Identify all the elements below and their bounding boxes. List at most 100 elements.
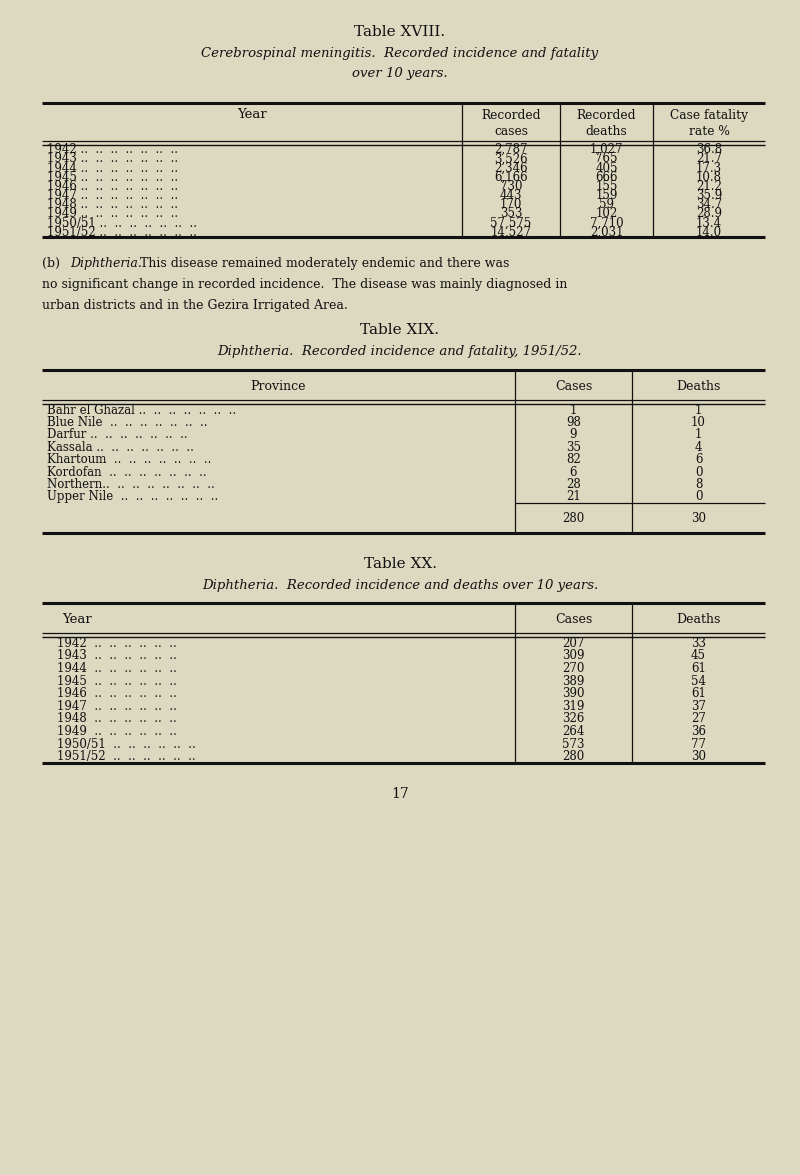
Text: 573: 573 xyxy=(562,738,585,751)
Text: 37: 37 xyxy=(691,700,706,713)
Text: 1947 ..  ..  ..  ..  ..  ..  ..: 1947 .. .. .. .. .. .. .. xyxy=(47,189,178,202)
Text: 405: 405 xyxy=(595,161,618,175)
Text: Bahr el Ghazal ..  ..  ..  ..  ..  ..  ..: Bahr el Ghazal .. .. .. .. .. .. .. xyxy=(47,404,236,417)
Text: 13.4: 13.4 xyxy=(696,216,722,229)
Text: 8: 8 xyxy=(695,478,702,491)
Text: Diphtheria.  Recorded incidence and deaths over 10 years.: Diphtheria. Recorded incidence and death… xyxy=(202,579,598,592)
Text: 0: 0 xyxy=(694,465,702,478)
Text: 82: 82 xyxy=(566,454,581,466)
Text: Northern..  ..  ..  ..  ..  ..  ..  ..: Northern.. .. .. .. .. .. .. .. xyxy=(47,478,214,491)
Text: urban districts and in the Gezira Irrigated Area.: urban districts and in the Gezira Irriga… xyxy=(42,298,348,313)
Text: 57,575: 57,575 xyxy=(490,216,532,229)
Text: 21.7: 21.7 xyxy=(696,153,722,166)
Text: 6: 6 xyxy=(570,465,578,478)
Text: 264: 264 xyxy=(562,725,585,738)
Text: 35.9: 35.9 xyxy=(696,189,722,202)
Text: Table XVIII.: Table XVIII. xyxy=(354,25,446,39)
Text: 28.9: 28.9 xyxy=(696,208,722,221)
Text: 30: 30 xyxy=(691,750,706,764)
Text: 1942 ..  ..  ..  ..  ..  ..  ..: 1942 .. .. .. .. .. .. .. xyxy=(47,143,178,156)
Text: 21.2: 21.2 xyxy=(696,180,722,193)
Text: Khartoum  ..  ..  ..  ..  ..  ..  ..: Khartoum .. .. .. .. .. .. .. xyxy=(47,454,211,466)
Text: over 10 years.: over 10 years. xyxy=(352,67,448,80)
Text: 21: 21 xyxy=(566,490,581,503)
Text: 1: 1 xyxy=(570,404,577,417)
Text: Cerebrospinal meningitis.  Recorded incidence and fatality: Cerebrospinal meningitis. Recorded incid… xyxy=(202,47,598,60)
Text: 1948  ..  ..  ..  ..  ..  ..: 1948 .. .. .. .. .. .. xyxy=(57,712,177,725)
Text: Table XIX.: Table XIX. xyxy=(361,323,439,337)
Text: 389: 389 xyxy=(562,674,585,687)
Text: Upper Nile  ..  ..  ..  ..  ..  ..  ..: Upper Nile .. .. .. .. .. .. .. xyxy=(47,490,218,503)
Text: Recorded: Recorded xyxy=(577,109,636,122)
Text: 1948 ..  ..  ..  ..  ..  ..  ..: 1948 .. .. .. .. .. .. .. xyxy=(47,199,178,212)
Text: Diphtheria.: Diphtheria. xyxy=(70,257,142,270)
Text: 1: 1 xyxy=(695,429,702,442)
Text: 1944 ..  ..  ..  ..  ..  ..  ..: 1944 .. .. .. .. .. .. .. xyxy=(47,161,178,175)
Text: 280: 280 xyxy=(562,511,585,524)
Text: 102: 102 xyxy=(595,208,618,221)
Text: 7,710: 7,710 xyxy=(590,216,623,229)
Text: 3,526: 3,526 xyxy=(494,153,528,166)
Text: 443: 443 xyxy=(500,189,522,202)
Text: Year: Year xyxy=(62,613,92,626)
Text: 36: 36 xyxy=(691,725,706,738)
Text: 45: 45 xyxy=(691,650,706,663)
Text: 730: 730 xyxy=(500,180,522,193)
Text: 36.8: 36.8 xyxy=(696,143,722,156)
Text: 155: 155 xyxy=(595,180,618,193)
Text: 1946  ..  ..  ..  ..  ..  ..: 1946 .. .. .. .. .. .. xyxy=(57,687,177,700)
Text: 27: 27 xyxy=(691,712,706,725)
Text: 765: 765 xyxy=(595,153,618,166)
Text: 170: 170 xyxy=(500,199,522,212)
Text: This disease remained moderately endemic and there was: This disease remained moderately endemic… xyxy=(132,257,510,270)
Text: Diphtheria.  Recorded incidence and fatality, 1951/52.: Diphtheria. Recorded incidence and fatal… xyxy=(218,345,582,358)
Text: Darfur ..  ..  ..  ..  ..  ..  ..: Darfur .. .. .. .. .. .. .. xyxy=(47,429,188,442)
Text: 14.0: 14.0 xyxy=(696,226,722,239)
Text: 17: 17 xyxy=(391,787,409,801)
Text: 61: 61 xyxy=(691,687,706,700)
Text: 6,166: 6,166 xyxy=(494,170,528,183)
Text: 2,787: 2,787 xyxy=(494,143,528,156)
Text: Blue Nile  ..  ..  ..  ..  ..  ..  ..: Blue Nile .. .. .. .. .. .. .. xyxy=(47,416,207,429)
Text: 1944  ..  ..  ..  ..  ..  ..: 1944 .. .. .. .. .. .. xyxy=(57,662,177,674)
Text: 6: 6 xyxy=(694,454,702,466)
Text: 666: 666 xyxy=(595,170,618,183)
Text: Kassala ..  ..  ..  ..  ..  ..  ..: Kassala .. .. .. .. .. .. .. xyxy=(47,441,194,454)
Text: 1945  ..  ..  ..  ..  ..  ..: 1945 .. .. .. .. .. .. xyxy=(57,674,177,687)
Text: 1951/52 ..  ..  ..  ..  ..  ..  ..: 1951/52 .. .. .. .. .. .. .. xyxy=(47,226,197,239)
Text: 1946 ..  ..  ..  ..  ..  ..  ..: 1946 .. .. .. .. .. .. .. xyxy=(47,180,178,193)
Text: Cases: Cases xyxy=(555,613,592,626)
Text: 10: 10 xyxy=(691,416,706,429)
Text: Cases: Cases xyxy=(555,380,592,392)
Text: 10.8: 10.8 xyxy=(696,170,722,183)
Text: Table XX.: Table XX. xyxy=(363,557,437,571)
Text: 1: 1 xyxy=(695,404,702,417)
Text: 353: 353 xyxy=(500,208,522,221)
Text: 61: 61 xyxy=(691,662,706,674)
Text: deaths: deaths xyxy=(586,125,627,137)
Text: 270: 270 xyxy=(562,662,585,674)
Text: Deaths: Deaths xyxy=(676,380,721,392)
Text: 1943  ..  ..  ..  ..  ..  ..: 1943 .. .. .. .. .. .. xyxy=(57,650,177,663)
Text: Deaths: Deaths xyxy=(676,613,721,626)
Text: 98: 98 xyxy=(566,416,581,429)
Text: Year: Year xyxy=(237,108,267,121)
Text: 59: 59 xyxy=(599,199,614,212)
Text: Kordofan  ..  ..  ..  ..  ..  ..  ..: Kordofan .. .. .. .. .. .. .. xyxy=(47,465,206,478)
Text: 1949 ..  ..  ..  ..  ..  ..  ..: 1949 .. .. .. .. .. .. .. xyxy=(47,208,178,221)
Text: 1945 ..  ..  ..  ..  ..  ..  ..: 1945 .. .. .. .. .. .. .. xyxy=(47,170,178,183)
Text: 54: 54 xyxy=(691,674,706,687)
Text: 1951/52  ..  ..  ..  ..  ..  ..: 1951/52 .. .. .. .. .. .. xyxy=(57,750,196,764)
Text: 0: 0 xyxy=(694,490,702,503)
Text: 319: 319 xyxy=(562,700,585,713)
Text: 280: 280 xyxy=(562,750,585,764)
Text: 1947  ..  ..  ..  ..  ..  ..: 1947 .. .. .. .. .. .. xyxy=(57,700,177,713)
Text: 1942  ..  ..  ..  ..  ..  ..: 1942 .. .. .. .. .. .. xyxy=(57,637,177,650)
Text: 2,031: 2,031 xyxy=(590,226,623,239)
Text: 1950/51 ..  ..  ..  ..  ..  ..  ..: 1950/51 .. .. .. .. .. .. .. xyxy=(47,216,197,229)
Text: 326: 326 xyxy=(562,712,585,725)
Text: 33: 33 xyxy=(691,637,706,650)
Text: 35: 35 xyxy=(566,441,581,454)
Text: 2,346: 2,346 xyxy=(494,161,528,175)
Text: 1943 ..  ..  ..  ..  ..  ..  ..: 1943 .. .. .. .. .. .. .. xyxy=(47,153,178,166)
